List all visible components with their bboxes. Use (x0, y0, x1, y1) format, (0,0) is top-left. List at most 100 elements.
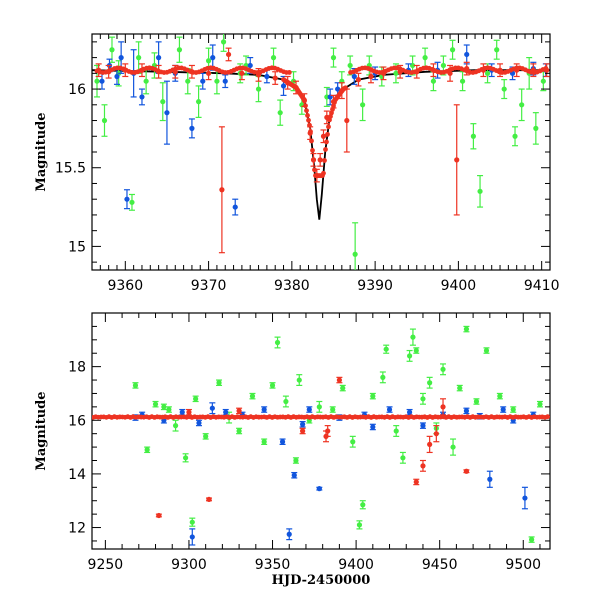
bottom-green-point (537, 401, 543, 407)
bottom-green-point (360, 502, 366, 508)
top-red-point (454, 157, 460, 163)
bottom-blue-point (179, 409, 185, 415)
bottom-red-point (300, 428, 306, 434)
top-red-point (355, 77, 362, 83)
bottom-green-point (340, 385, 346, 391)
top-blue-point (280, 83, 287, 89)
bottom-blue-point (406, 409, 413, 415)
bottom-green-point (152, 401, 159, 407)
bottom-blue-point (300, 421, 306, 427)
bottom-red-point (206, 496, 212, 502)
bottom-blue-point (306, 406, 312, 413)
top-red-peak-point (321, 170, 326, 176)
bottom-green-point (463, 326, 470, 332)
top-y-axis-label: Magnitude (34, 112, 49, 191)
top-x-tick-label: 9390 (357, 278, 393, 294)
bottom-y-tick-label: 16 (68, 413, 86, 429)
top-blue-point (264, 73, 270, 80)
top-green-point (277, 110, 283, 116)
bottom-blue-point (463, 408, 470, 414)
top-blue-point (99, 78, 105, 84)
bottom-y-tick-label: 18 (68, 360, 86, 376)
top-red-point (317, 157, 323, 163)
top-data-layer (92, 34, 550, 270)
top-green-point (449, 47, 456, 53)
top-blue-point (156, 55, 162, 61)
bottom-green-point (473, 398, 480, 405)
bottom-green-point (172, 423, 179, 429)
bottom-green-point (529, 537, 535, 543)
top-red-peak-point (323, 147, 328, 152)
bottom-green-point (383, 346, 389, 352)
top-red-peak-point (343, 85, 348, 91)
top-green-point (540, 78, 546, 84)
top-green-point (160, 99, 166, 105)
top-green-point (330, 55, 337, 61)
top-green-point (393, 70, 399, 76)
bottom-green-point (483, 347, 490, 354)
top-red-peak-point (306, 117, 311, 123)
bottom-blue-point (291, 472, 297, 478)
bottom-x-tick-label: 9250 (88, 557, 124, 573)
top-y-tick-label: 15.5 (55, 161, 86, 177)
top-green-point (477, 188, 483, 194)
bottom-green-point (193, 396, 199, 402)
bottom-green-point (144, 447, 150, 453)
top-red-peak-point (304, 108, 309, 113)
top-blue-point (118, 55, 124, 61)
top-red-peak-point (303, 103, 308, 109)
top-green-point (533, 125, 539, 131)
top-green-point (422, 55, 428, 61)
bottom-green-point (356, 522, 363, 528)
top-x-tick-label: 9400 (441, 278, 477, 294)
bottom-blue-point (279, 439, 286, 445)
bottom-blue-point (261, 406, 267, 413)
top-blue-point (335, 86, 341, 92)
x-axis-label: HJD-2450000 (272, 573, 371, 588)
top-red-point (219, 187, 225, 193)
bottom-data-layer (92, 325, 550, 546)
bottom-green-point (350, 439, 356, 445)
top-red-point (272, 75, 278, 81)
bottom-green-point (261, 439, 267, 445)
top-red-peak-point (312, 167, 317, 173)
bottom-blue-point (487, 476, 493, 482)
bottom-red-point (463, 468, 470, 474)
top-green-point (470, 133, 476, 139)
bottom-blue-point (209, 405, 215, 411)
top-green-point (501, 86, 507, 92)
bottom-green-point (269, 382, 276, 389)
bottom-green-point (400, 455, 406, 461)
bottom-green-point (293, 457, 299, 464)
top-axes: 9360 9370 9380 9390 9400 9410 15 15.5 16 (55, 34, 559, 294)
top-green-point (185, 78, 191, 84)
bottom-green-point (283, 398, 289, 405)
top-red-peak-point (311, 157, 316, 163)
bottom-x-tick-label: 9400 (338, 557, 374, 573)
top-green-point (430, 78, 437, 84)
bottom-red-point (427, 441, 433, 448)
top-red-peak-point (302, 98, 307, 104)
top-blue-point (232, 204, 238, 210)
bottom-plot-frame (91, 312, 551, 550)
top-green-point (136, 55, 142, 61)
bottom-green-point (457, 385, 463, 391)
top-green-point (459, 78, 466, 84)
bottom-red-point (440, 404, 446, 410)
top-red-point (320, 133, 327, 139)
bottom-green-point (203, 433, 209, 439)
top-red-peak-point (305, 113, 310, 118)
bottom-x-tick-label: 9450 (422, 557, 458, 573)
top-x-tick-label: 9370 (191, 278, 227, 294)
bottom-green-point (132, 382, 139, 389)
bottom-green-point (420, 396, 426, 402)
bottom-green-point (450, 444, 456, 450)
bottom-green-point (236, 428, 242, 434)
top-model-curve (92, 69, 550, 220)
bottom-y-tick-label: 14 (68, 467, 86, 483)
top-red-peak-point (324, 139, 329, 145)
top-green-point (176, 47, 183, 53)
bottom-red-baseline-point (545, 414, 550, 420)
top-blue-point (164, 110, 170, 116)
top-blue-point (124, 196, 130, 202)
